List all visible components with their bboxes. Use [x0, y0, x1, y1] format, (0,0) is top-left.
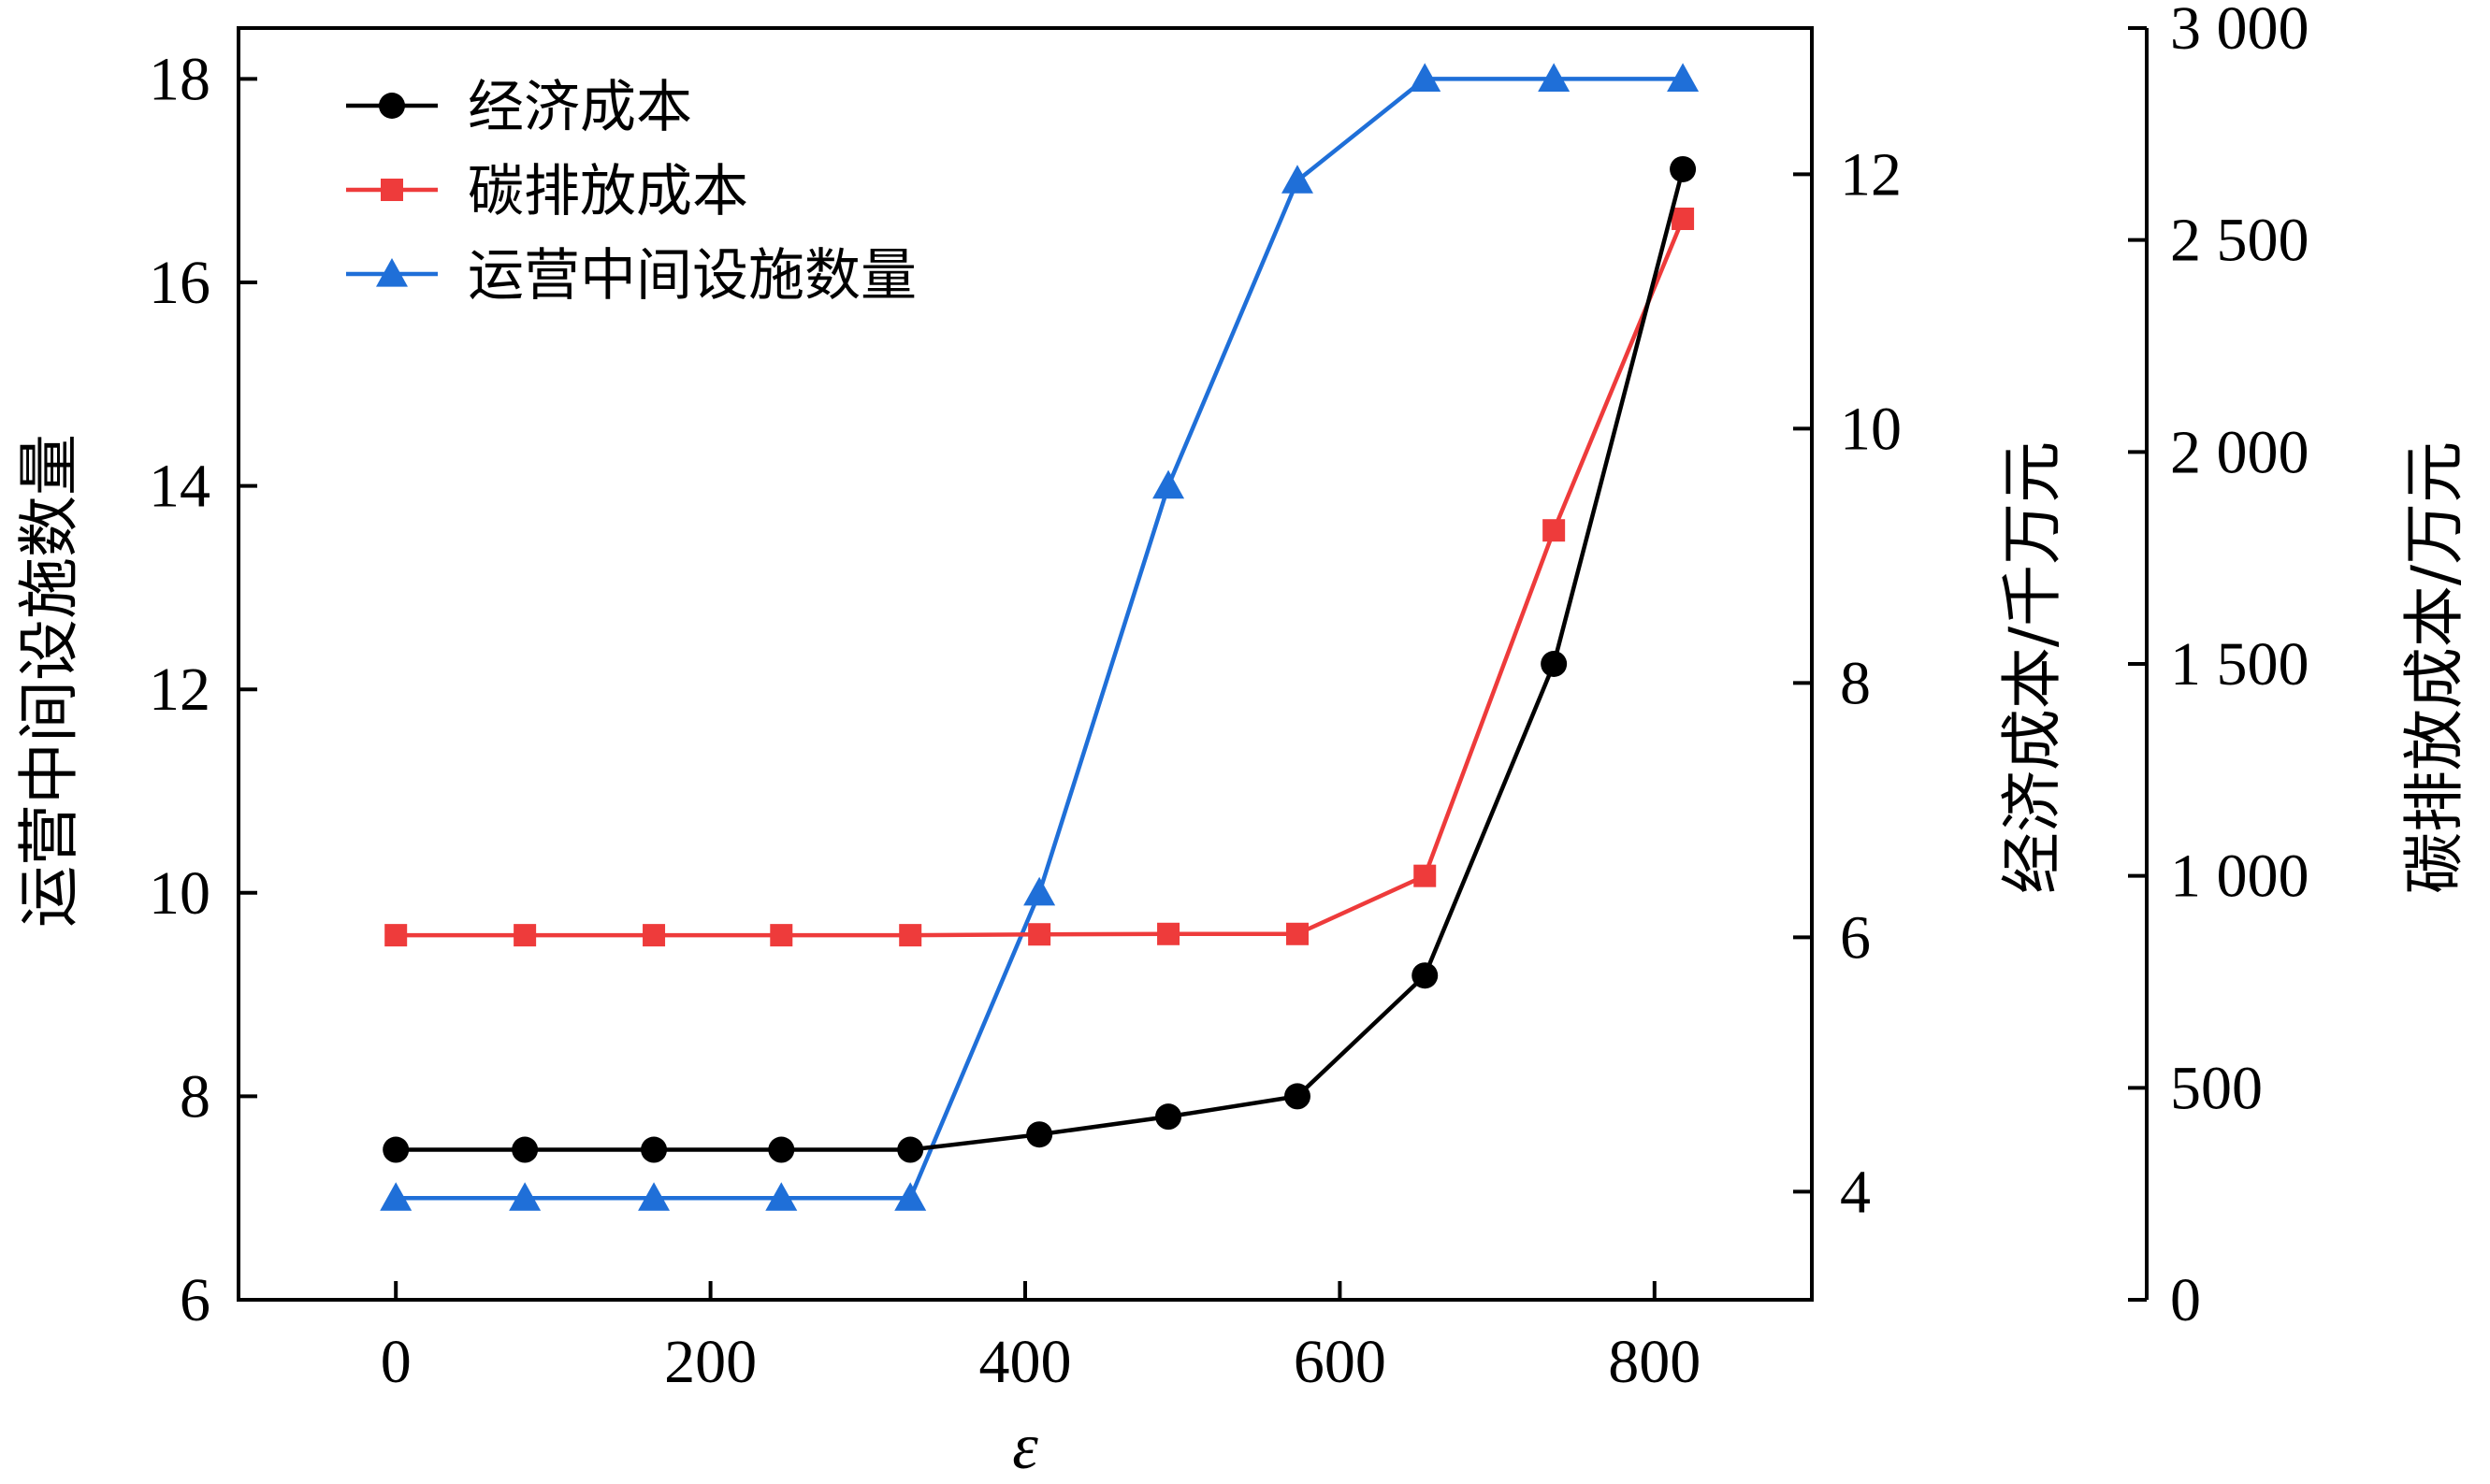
data-point [897, 1136, 924, 1163]
data-point [638, 1182, 671, 1211]
data-point [643, 924, 666, 947]
x-axis-tick-label: 200 [664, 1328, 757, 1396]
data-point [384, 924, 408, 947]
data-point [1538, 63, 1571, 92]
data-point [1670, 155, 1697, 182]
right-axis-carbon-tick-label: 2 000 [2170, 418, 2309, 486]
series-line [396, 218, 1686, 938]
bottom-axis: 0 200 400 600 800 [381, 1281, 1701, 1396]
data-point [1281, 165, 1313, 194]
right-axis-economic-tick-label: 12 [1840, 140, 1902, 209]
data-point [1541, 651, 1568, 677]
right-axis-carbon-cost-title: 碳排放成本/万元 [2398, 441, 2470, 894]
data-point [1023, 876, 1056, 906]
right-axis-economic-tick-label: 8 [1840, 649, 1871, 717]
data-point [1667, 63, 1700, 92]
legend-label: 运营中间设施数量 [468, 243, 917, 309]
data-point [1409, 63, 1441, 92]
series-triangle [380, 63, 1700, 1211]
data-point [1152, 469, 1185, 499]
x-axis-tick-label: 0 [381, 1328, 412, 1396]
legend-marker [376, 258, 408, 287]
data-point [380, 1182, 413, 1211]
legend-marker [381, 179, 403, 201]
left-axis-tick-label: 16 [149, 249, 210, 317]
right-axis-economic-tick-label: 4 [1840, 1158, 1871, 1226]
right-axis-carbon-tick-label: 2 500 [2170, 207, 2309, 275]
left-axis: 6 8 10 12 14 16 18 [149, 45, 257, 1334]
right-axis-carbon-tick-label: 1 500 [2170, 630, 2309, 699]
legend-label: 碳排放成本 [468, 159, 748, 224]
series-line [396, 168, 1686, 1152]
right-axis-carbon-tick-label: 1 000 [2170, 843, 2309, 911]
data-point [899, 924, 922, 947]
left-axis-tick-label: 10 [149, 859, 210, 928]
right-axis-economic-tick-label: 10 [1840, 395, 1902, 463]
data-point [641, 1136, 668, 1163]
data-point [768, 1136, 795, 1163]
data-point [1155, 1103, 1182, 1131]
right-axis-carbon-cost: 0 500 1 000 1 500 2 000 2 500 3 000 [2128, 0, 2309, 1334]
data-point [1028, 923, 1051, 946]
data-point [1285, 922, 1309, 945]
data-point [383, 1136, 410, 1163]
x-axis-tick-label: 600 [1294, 1328, 1386, 1396]
series-layer [380, 63, 1700, 1211]
right-axis-economic-tick-label: 6 [1840, 903, 1871, 972]
x-axis-tick-label: 400 [979, 1328, 1072, 1396]
data-point [1283, 1083, 1310, 1110]
right-axis-carbon-tick-label: 0 [2170, 1266, 2201, 1334]
data-point [894, 1182, 927, 1211]
right-axis-carbon-tick-label: 3 000 [2170, 0, 2309, 63]
legend-label: 经济成本 [468, 75, 692, 140]
data-point [770, 924, 793, 947]
left-axis-tick-label: 12 [149, 656, 210, 724]
left-axis-tick-label: 14 [149, 453, 210, 521]
data-point [1026, 1121, 1053, 1148]
right-axis-economic-cost-title: 经济成本/千万元 [1996, 441, 2068, 894]
x-axis-tick-label: 800 [1608, 1328, 1701, 1396]
data-point [765, 1182, 798, 1211]
data-point [1413, 864, 1437, 887]
series-circle [383, 155, 1697, 1163]
data-point [509, 1182, 542, 1211]
left-axis-tick-label: 18 [149, 45, 210, 113]
legend-marker [379, 93, 405, 119]
left-axis-title: 运营中间设施数量 [13, 434, 85, 928]
left-axis-tick-label: 6 [180, 1266, 210, 1334]
data-point [514, 924, 537, 947]
series-square [384, 208, 1695, 947]
data-point [1542, 519, 1566, 542]
x-axis-title: ε [1012, 1411, 1038, 1483]
data-point [1672, 208, 1695, 230]
data-point [512, 1136, 539, 1163]
right-axis-economic-cost: 4 6 8 10 12 [1793, 140, 1902, 1226]
data-point [1157, 922, 1180, 945]
left-axis-tick-label: 8 [180, 1062, 210, 1131]
right-axis-carbon-tick-label: 500 [2170, 1054, 2263, 1122]
data-point [1411, 962, 1439, 989]
